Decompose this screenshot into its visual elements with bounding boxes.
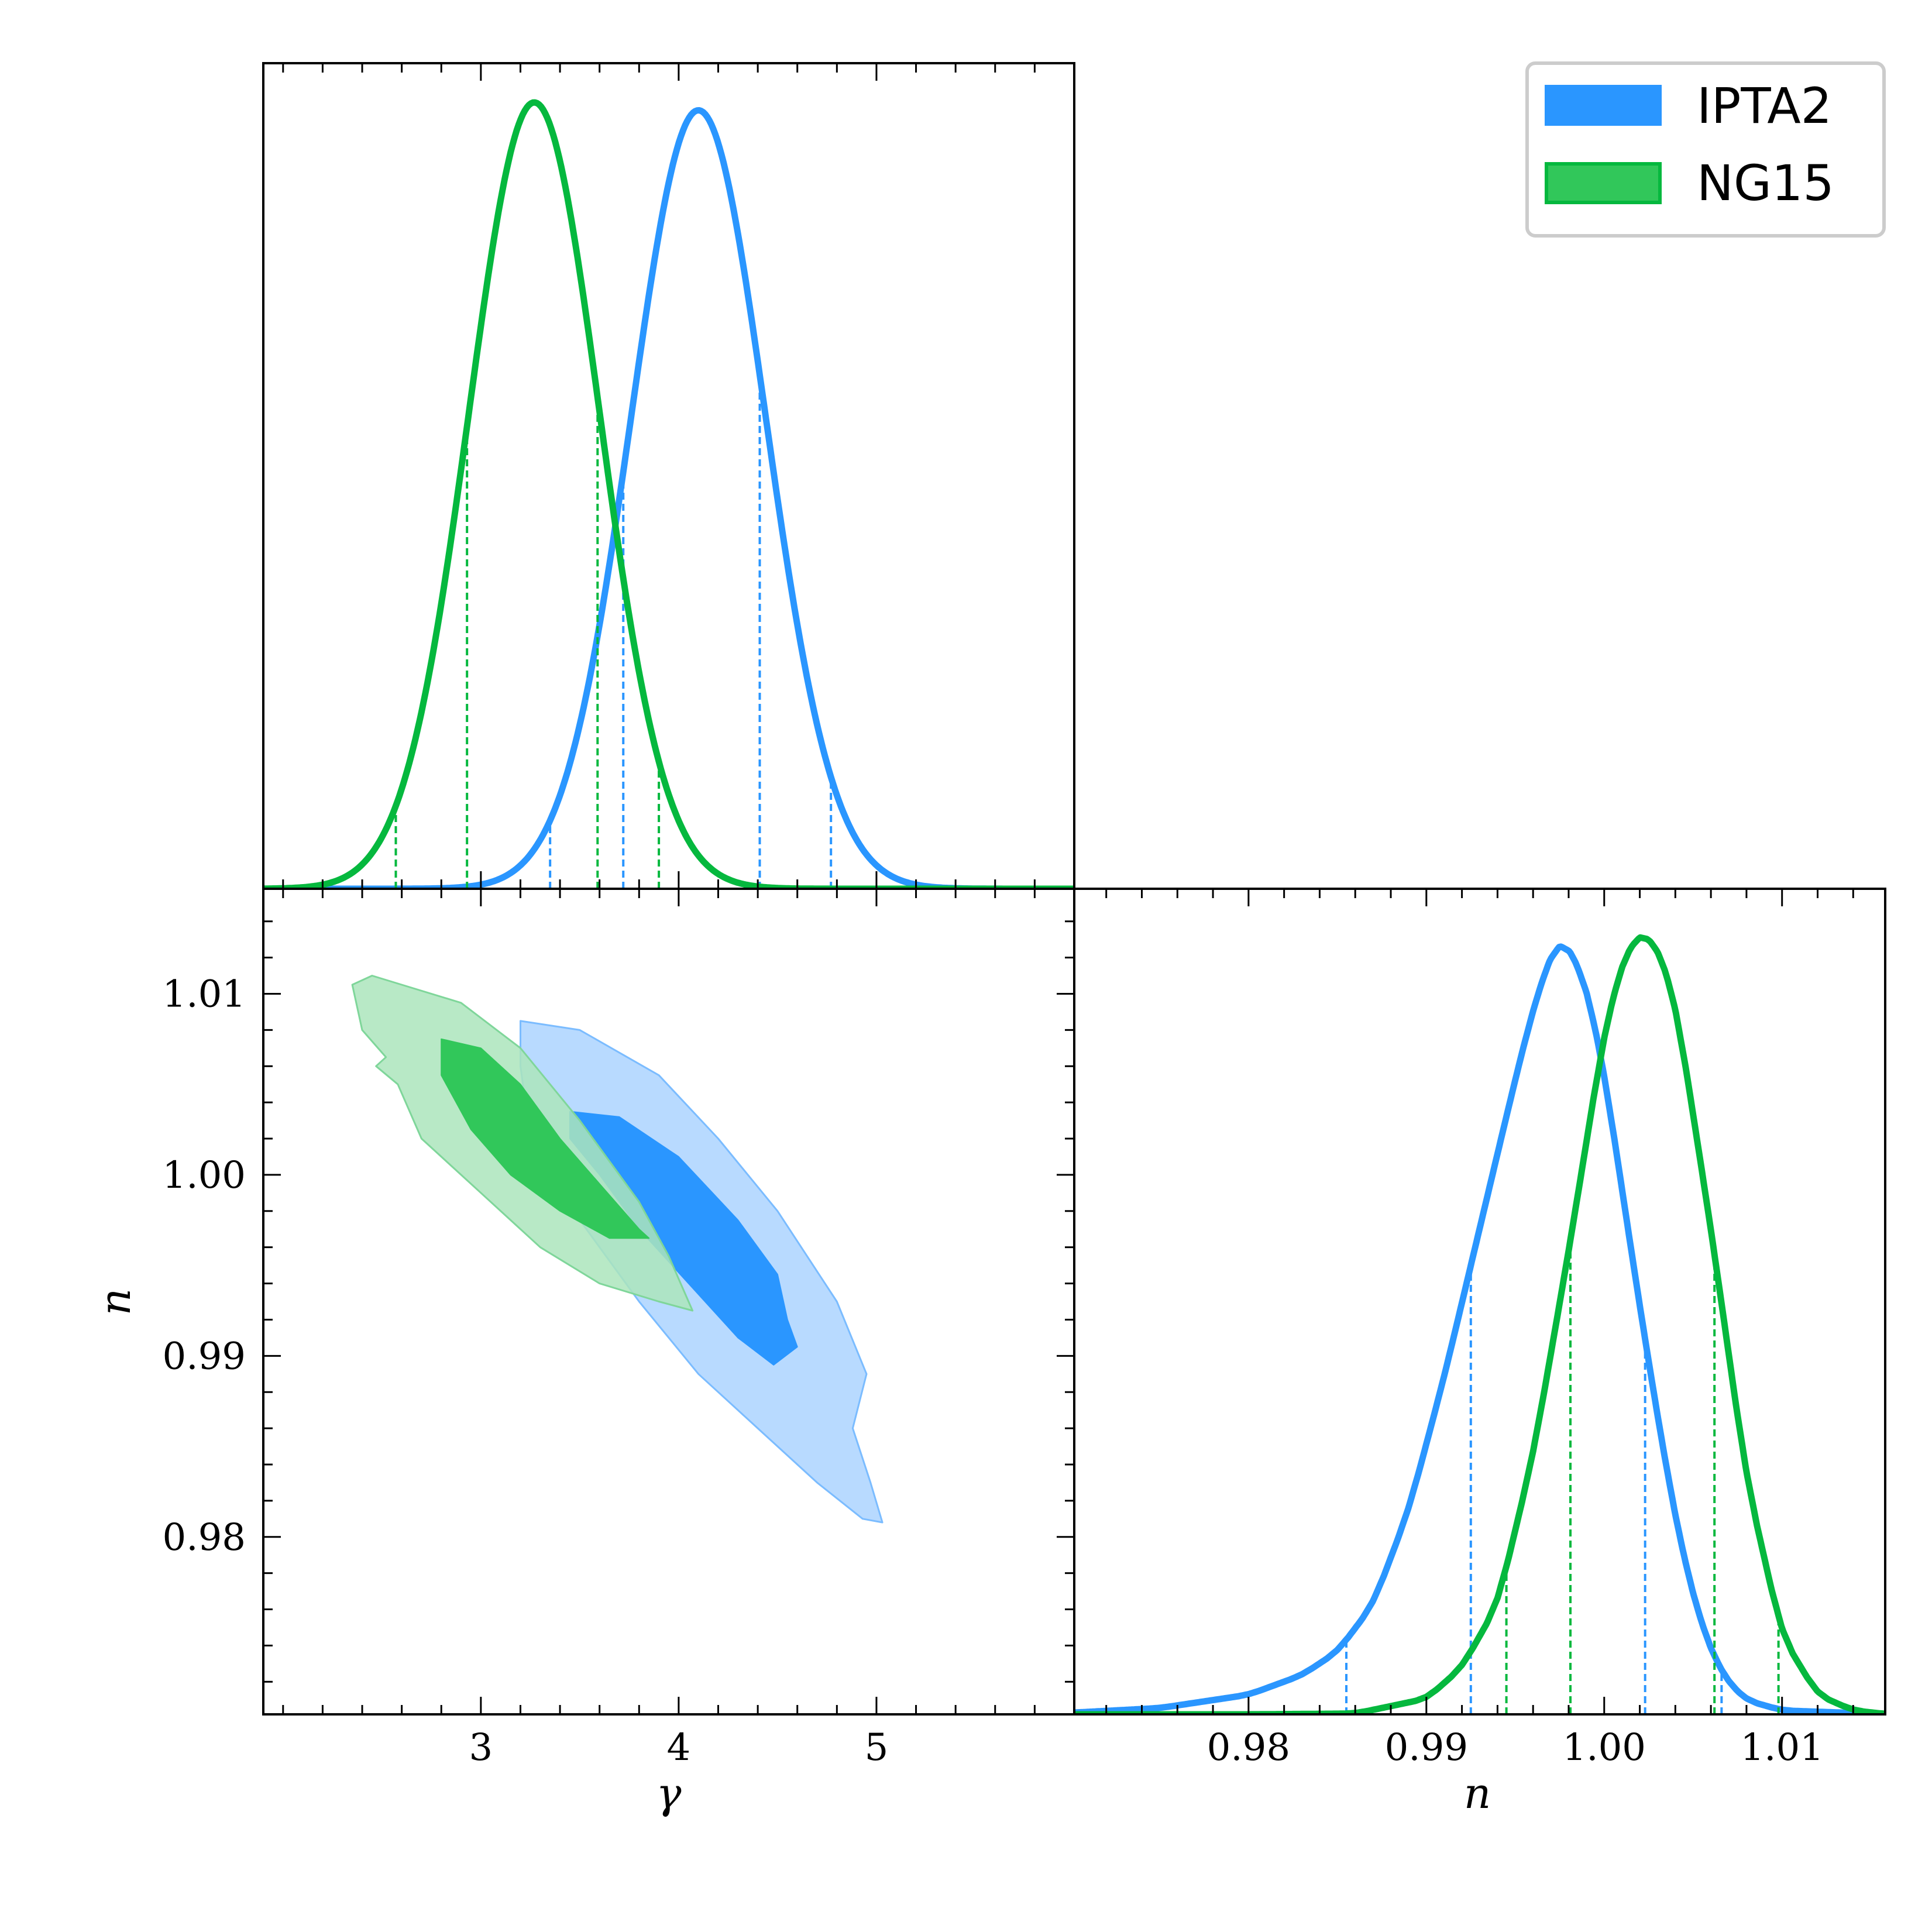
x-tick-label-n: 1.01 bbox=[1740, 1726, 1824, 1769]
contour-layer bbox=[351, 975, 884, 1524]
n-pdf-layer bbox=[1074, 934, 1885, 1714]
x-axis-title-n: n bbox=[1464, 1769, 1491, 1818]
x-tick-label-n: 0.99 bbox=[1385, 1726, 1469, 1769]
x-tick-label-n: 1.00 bbox=[1563, 1726, 1646, 1769]
y-tick-label-n: 0.98 bbox=[163, 1516, 246, 1559]
y-axis-title-n: n bbox=[91, 1288, 140, 1315]
gamma-pdf-ng15 bbox=[263, 99, 1074, 889]
panel-frames bbox=[262, 62, 1886, 1716]
legend-swatch-ng15 bbox=[1545, 162, 1662, 204]
x-tick-label-gamma: 4 bbox=[667, 1726, 691, 1769]
legend-label-ipta2: IPTA2 bbox=[1697, 77, 1832, 135]
y-tick-label-n: 0.99 bbox=[163, 1335, 246, 1378]
legend-swatch-ipta2 bbox=[1545, 85, 1662, 126]
gamma-pdf-ipta2 bbox=[263, 107, 1074, 889]
contour-inner-ng15 bbox=[441, 1038, 650, 1239]
n-pdf-ng15 bbox=[1074, 934, 1885, 1714]
x-tick-label-n: 0.98 bbox=[1207, 1726, 1291, 1769]
x-axis-title-gamma: γ bbox=[656, 1769, 682, 1818]
y-tick-label-n: 1.00 bbox=[163, 1154, 246, 1197]
gamma-pdf-layer bbox=[263, 99, 1074, 889]
n-pdf-ipta2 bbox=[1074, 943, 1885, 1714]
tick-marks bbox=[263, 63, 1854, 1714]
y-tick-label-n: 1.01 bbox=[163, 972, 246, 1016]
legend: IPTA2 NG15 bbox=[1525, 61, 1886, 238]
legend-label-ng15: NG15 bbox=[1697, 154, 1834, 212]
x-tick-label-gamma: 5 bbox=[865, 1726, 889, 1769]
frame-right bbox=[1073, 888, 1886, 1716]
tick-labels: 3 4 5 0.98 0.98 0.99 0.99 1.00 1.00 1.01 1.01 bbox=[163, 972, 1824, 1769]
x-tick-label-gamma: 3 bbox=[469, 1726, 493, 1769]
